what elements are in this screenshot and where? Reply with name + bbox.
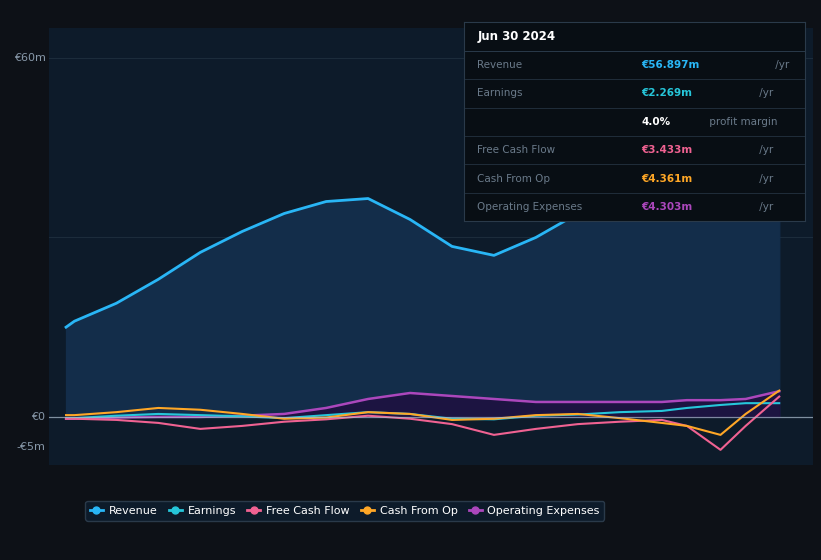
Legend: Revenue, Earnings, Free Cash Flow, Cash From Op, Operating Expenses: Revenue, Earnings, Free Cash Flow, Cash … <box>85 501 604 521</box>
Text: /yr: /yr <box>755 174 773 184</box>
Text: €4.303m: €4.303m <box>641 202 692 212</box>
Text: /yr: /yr <box>755 202 773 212</box>
Text: -€5m: -€5m <box>16 442 45 452</box>
Text: Free Cash Flow: Free Cash Flow <box>478 145 556 155</box>
Text: Cash From Op: Cash From Op <box>478 174 551 184</box>
Text: /yr: /yr <box>772 60 789 70</box>
Text: 4.0%: 4.0% <box>641 117 670 127</box>
Text: Earnings: Earnings <box>478 88 523 99</box>
Text: /yr: /yr <box>755 88 773 99</box>
Text: profit margin: profit margin <box>706 117 778 127</box>
Text: /yr: /yr <box>755 145 773 155</box>
Text: €4.361m: €4.361m <box>641 174 692 184</box>
Text: Revenue: Revenue <box>478 60 523 70</box>
Text: €0: €0 <box>31 412 45 422</box>
Text: €56.897m: €56.897m <box>641 60 699 70</box>
Text: Operating Expenses: Operating Expenses <box>478 202 583 212</box>
Text: €2.269m: €2.269m <box>641 88 692 99</box>
Text: €3.433m: €3.433m <box>641 145 692 155</box>
Text: €60m: €60m <box>14 53 45 63</box>
Text: Jun 30 2024: Jun 30 2024 <box>478 30 556 43</box>
